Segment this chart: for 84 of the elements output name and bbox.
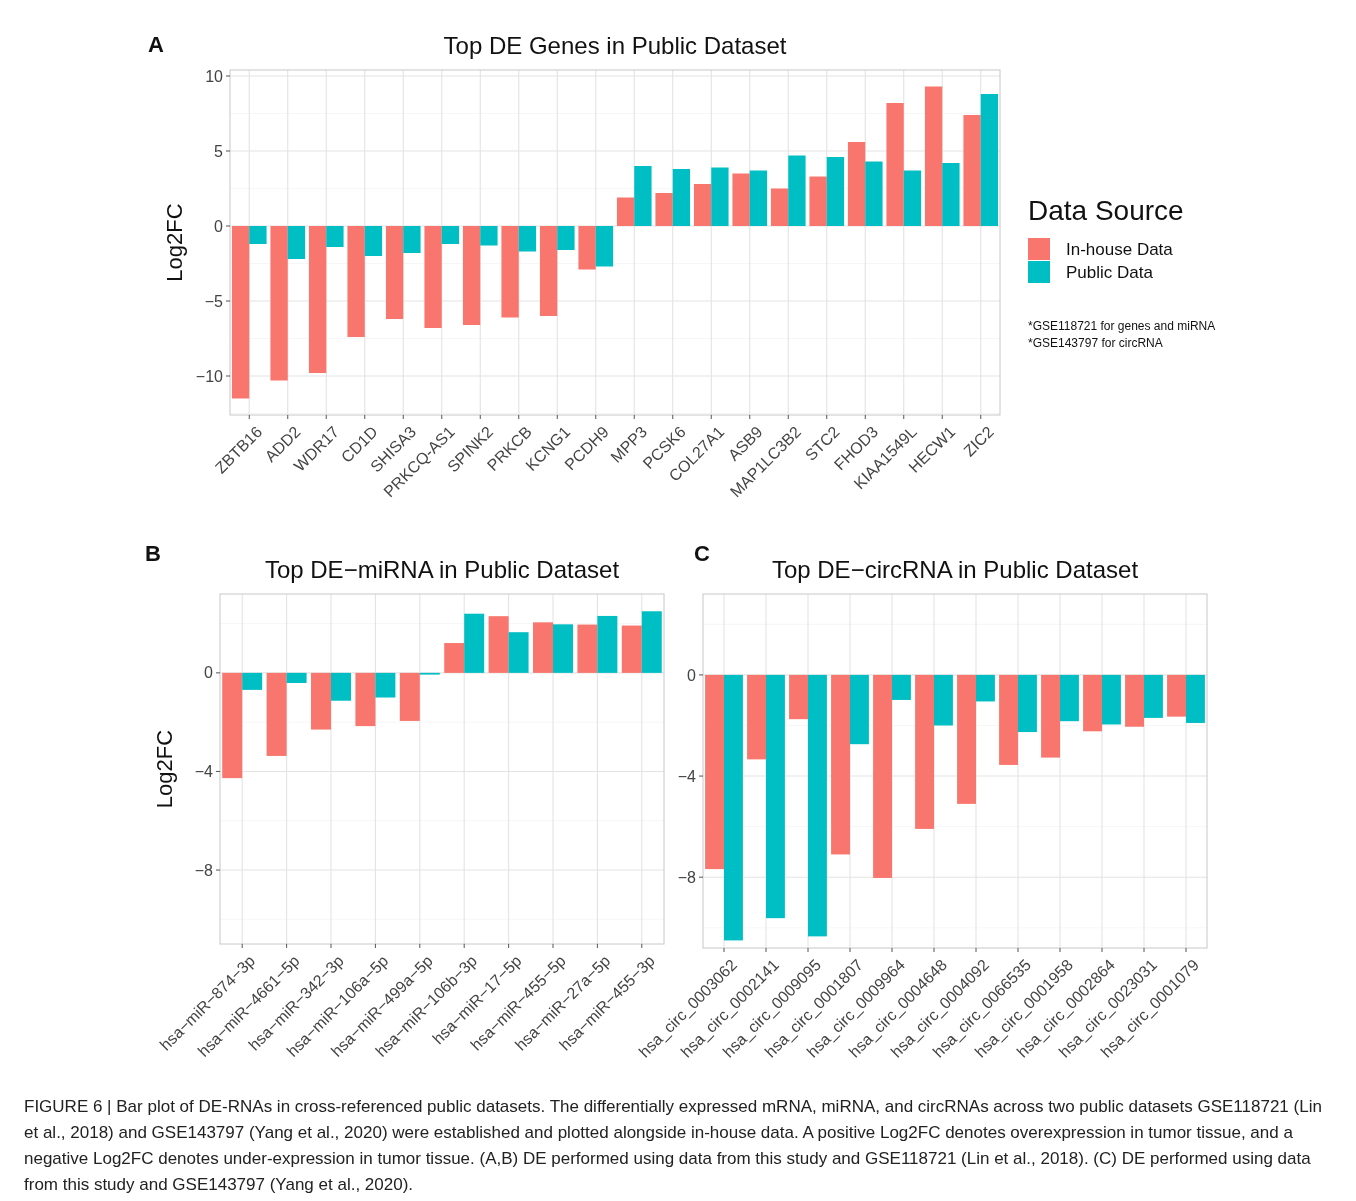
y-tick-label: −4 bbox=[677, 767, 697, 785]
bar bbox=[399, 672, 420, 721]
bar bbox=[711, 167, 729, 226]
y-tick-label: −8 bbox=[194, 861, 214, 879]
bar bbox=[557, 226, 575, 250]
bar bbox=[480, 226, 498, 246]
bar bbox=[597, 615, 618, 673]
bar bbox=[287, 226, 306, 259]
legend-label: In-house Data bbox=[1066, 239, 1174, 259]
bar bbox=[375, 672, 396, 698]
bar bbox=[355, 672, 376, 727]
bar bbox=[903, 170, 922, 226]
bar bbox=[508, 632, 529, 673]
y-tick-label: 0 bbox=[204, 664, 214, 682]
bar bbox=[311, 672, 331, 730]
bar bbox=[963, 115, 981, 226]
bar bbox=[634, 166, 652, 226]
bar bbox=[577, 624, 598, 673]
y-tick-label: 5 bbox=[214, 142, 224, 160]
y-tick-label: −5 bbox=[204, 292, 224, 310]
bar bbox=[621, 625, 642, 673]
bar bbox=[364, 226, 383, 256]
text: C bbox=[694, 541, 710, 566]
chart-title: Top DE−circRNA in Public Dataset bbox=[771, 556, 1139, 583]
bar bbox=[242, 672, 263, 690]
y-tick-label: 10 bbox=[205, 67, 224, 85]
bar bbox=[444, 643, 465, 673]
y-tick-label: −4 bbox=[194, 763, 214, 781]
legend-label: Public Data bbox=[1066, 262, 1154, 282]
y-axis-title: Log2FC bbox=[162, 203, 187, 282]
bar bbox=[441, 226, 460, 244]
bar bbox=[266, 672, 287, 756]
bar bbox=[462, 226, 481, 325]
bar bbox=[980, 94, 999, 226]
text: *GSE143797 for circRNA bbox=[1028, 336, 1163, 350]
text: B bbox=[145, 541, 161, 566]
bar bbox=[641, 611, 662, 673]
legend-title: Data Source bbox=[1028, 195, 1184, 226]
bar bbox=[424, 226, 442, 328]
bar bbox=[286, 672, 307, 683]
bar bbox=[942, 163, 960, 226]
y-axis-title: Log2FC bbox=[152, 729, 177, 809]
bar bbox=[847, 142, 866, 226]
bar bbox=[672, 169, 691, 226]
bar bbox=[403, 226, 421, 253]
bar bbox=[732, 173, 750, 226]
text: A bbox=[148, 32, 164, 57]
bar bbox=[655, 193, 673, 226]
chart-title: Top DE−miRNA in Public Dataset bbox=[264, 556, 620, 583]
caption: FIGURE 6 | Bar plot of DE-RNAs in cross-referenced public datasets. The differentially expressed mRNA, miRNA, and circRNAs across two public datasets GSE118721 (Lin et al., 2018) and GSE143797 (Yang et al., 2020) were established and plotted alongside in-house data. A positive Log2FC denotes overexpression in tumor tissue, and a negative Log2FC denotes under-expression in tumor tissue. (A,B) DE performed using data from this study and GSE118721 (Lin et al., 2018). (C) DE performed using data from this study and GSE143797 (Yang et al., 2020). bbox=[23, 1096, 1323, 1196]
bar bbox=[539, 226, 558, 316]
bar bbox=[326, 226, 344, 247]
y-tick-label: 0 bbox=[687, 666, 697, 684]
bar bbox=[595, 226, 614, 267]
bar bbox=[222, 672, 243, 779]
y-tick-label: 0 bbox=[214, 217, 224, 235]
bar bbox=[578, 226, 596, 270]
text: *GSE118721 for genes and miRNA bbox=[1028, 319, 1216, 333]
bar bbox=[553, 624, 573, 673]
bar bbox=[270, 226, 288, 381]
bar bbox=[886, 103, 904, 226]
bar bbox=[788, 155, 806, 226]
bar bbox=[249, 226, 267, 244]
bar bbox=[518, 226, 537, 252]
bar bbox=[865, 161, 883, 226]
bar bbox=[693, 184, 712, 226]
bar bbox=[826, 157, 845, 226]
bar bbox=[749, 170, 768, 226]
bar bbox=[231, 226, 250, 399]
y-tick-label: −8 bbox=[677, 868, 697, 886]
bar bbox=[501, 226, 519, 318]
chart-title: Top DE Genes in Public Dataset bbox=[443, 32, 787, 59]
bar bbox=[464, 613, 485, 673]
bar bbox=[770, 188, 789, 226]
bar bbox=[347, 226, 365, 337]
bar bbox=[809, 176, 827, 226]
bar bbox=[924, 86, 943, 226]
y-tick-label: −10 bbox=[195, 367, 224, 385]
bar bbox=[331, 672, 351, 701]
bar bbox=[616, 197, 635, 226]
bar bbox=[488, 616, 509, 673]
bar bbox=[533, 622, 553, 673]
bar bbox=[308, 226, 327, 373]
bar bbox=[385, 226, 404, 319]
